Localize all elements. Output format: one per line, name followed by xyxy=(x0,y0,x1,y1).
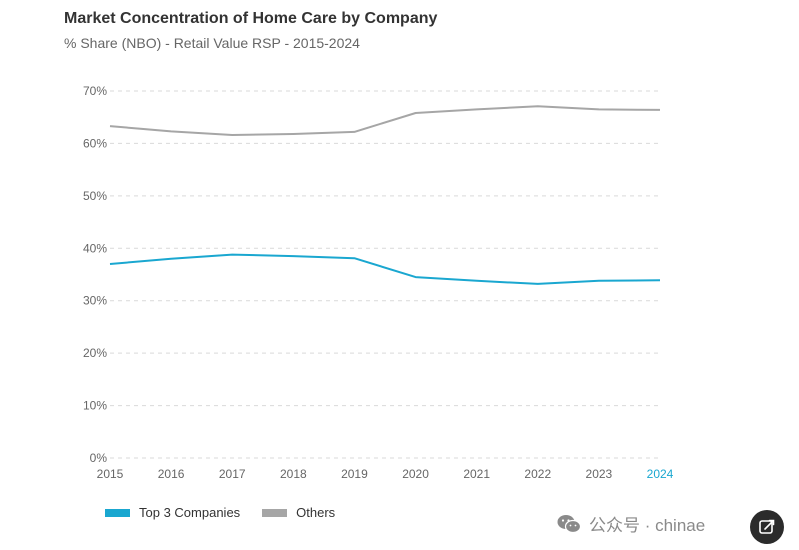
x-tick-label: 2022 xyxy=(524,467,551,481)
y-tick-label: 40% xyxy=(83,241,107,255)
x-tick-label: 2021 xyxy=(463,467,490,481)
x-tick-label: 2017 xyxy=(219,467,246,481)
legend-swatch-top3 xyxy=(105,508,130,517)
edit-button[interactable] xyxy=(750,510,784,544)
chart-legend: Top 3 Companies Others xyxy=(105,505,357,520)
y-tick-label: 20% xyxy=(83,346,107,360)
watermark: 公众号 · chinae xyxy=(557,511,705,536)
legend-label-others: Others xyxy=(296,505,336,520)
x-tick-label: 2018 xyxy=(280,467,307,481)
y-tick-label: 70% xyxy=(83,84,107,98)
x-tick-label: 2016 xyxy=(158,467,185,481)
edit-icon xyxy=(759,519,775,534)
chart-subtitle: % Share (NBO) - Retail Value RSP - 2015-… xyxy=(64,35,360,51)
chart-title: Market Concentration of Home Care by Com… xyxy=(64,10,438,27)
watermark-text: 公众号 · chinae xyxy=(589,516,706,535)
series-line-1 xyxy=(109,105,661,136)
x-tick-label: 2023 xyxy=(586,467,613,481)
x-tick-label: 2020 xyxy=(402,467,429,481)
x-tick-label: 2019 xyxy=(341,467,368,481)
legend-swatch-others xyxy=(262,508,288,517)
x-tick-label: 2024 xyxy=(647,467,674,481)
wechat-icon xyxy=(557,514,581,533)
line-chart: 0% 10% 20% 30% 40% 50% 60% 70% 2015 2016 2017 2018… xyxy=(83,84,674,481)
y-tick-label: 10% xyxy=(83,399,107,413)
legend-label-top3: Top 3 Companies xyxy=(139,505,241,520)
y-tick-label: 0% xyxy=(90,451,108,465)
y-tick-label: 50% xyxy=(83,189,107,203)
series-line-0 xyxy=(109,253,661,285)
legend-item-others: Others xyxy=(262,505,335,520)
x-tick-label: 2015 xyxy=(97,467,124,481)
legend-item-top3: Top 3 Companies xyxy=(105,505,240,520)
y-tick-label: 60% xyxy=(83,136,107,150)
y-tick-label: 30% xyxy=(83,294,107,308)
